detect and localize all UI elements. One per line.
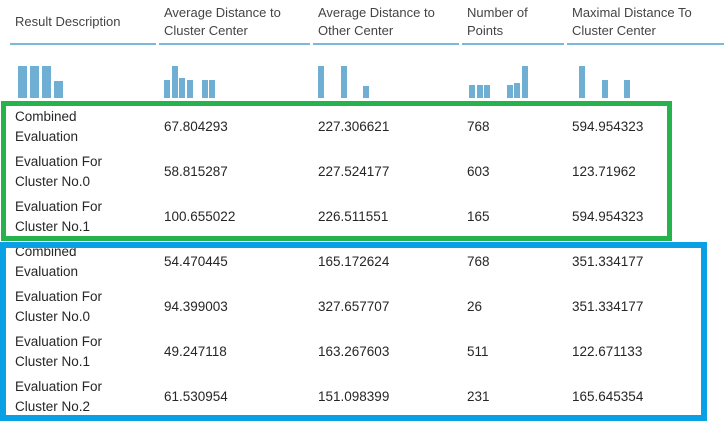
column-histogram-strip [10, 45, 727, 104]
column-header-avg-distance-other-center[interactable]: Average Distance to Other Center [313, 0, 459, 45]
cell-avg-distance-other: 227.524177 [318, 164, 390, 179]
cell-avg-distance-other: 165.172624 [318, 254, 390, 269]
histogram-number-of-points[interactable] [467, 66, 567, 98]
cell-maximal-distance: 594.954323 [572, 209, 644, 224]
column-header-avg-distance-cluster-center[interactable]: Average Distance to Cluster Center [159, 0, 310, 45]
cell-maximal-distance: 123.71962 [572, 164, 636, 179]
histogram-maximal-distance-cluster-center[interactable] [572, 66, 727, 98]
row-description: Evaluation For Cluster No.2 [15, 378, 103, 414]
row-description: Evaluation For Cluster No.0 [15, 153, 103, 189]
histogram-avg-distance-cluster-center[interactable] [164, 66, 313, 98]
table-row[interactable]: Evaluation For Cluster No.0 94.399003 32… [10, 284, 727, 329]
table-row[interactable]: Combined Evaluation 67.804293 227.306621… [10, 104, 727, 149]
cell-number-of-points: 26 [467, 299, 483, 314]
row-description: Combined Evaluation [15, 108, 79, 144]
table-row[interactable]: Evaluation For Cluster No.1 49.247118 16… [10, 329, 727, 374]
column-header-label: Average Distance to Other Center [318, 4, 435, 38]
cell-avg-distance-other: 327.657707 [318, 299, 390, 314]
cell-avg-distance-cluster: 54.470445 [164, 254, 228, 269]
table-row[interactable]: Combined Evaluation 54.470445 165.172624… [10, 239, 727, 284]
row-description: Combined Evaluation [15, 243, 79, 279]
cell-avg-distance-cluster: 49.247118 [164, 344, 227, 359]
cell-maximal-distance: 122.671133 [572, 344, 643, 359]
cell-avg-distance-cluster: 58.815287 [164, 164, 228, 179]
table-row[interactable]: Evaluation For Cluster No.0 58.815287 22… [10, 149, 727, 194]
row-description: Evaluation For Cluster No.1 [15, 333, 103, 369]
column-header-result-description[interactable]: Result Description [10, 0, 156, 45]
histogram-result-description[interactable] [15, 66, 159, 98]
column-header-maximal-distance-cluster-center[interactable]: Maximal Distance To Cluster Center [567, 0, 724, 45]
cell-number-of-points: 603 [467, 164, 490, 179]
cell-maximal-distance: 351.334177 [572, 299, 644, 314]
cell-maximal-distance: 594.954323 [572, 119, 644, 134]
cell-maximal-distance: 165.645354 [572, 389, 644, 404]
table-row[interactable]: Evaluation For Cluster No.1 100.655022 2… [10, 194, 727, 239]
column-header-label: Average Distance to Cluster Center [164, 4, 281, 38]
cell-avg-distance-other: 226.511551 [318, 209, 389, 224]
row-description: Evaluation For Cluster No.0 [15, 288, 103, 324]
column-header-label: Maximal Distance To Cluster Center [572, 4, 692, 38]
cell-avg-distance-other: 227.306621 [318, 119, 390, 134]
cell-avg-distance-cluster: 61.530954 [164, 389, 228, 404]
table-row[interactable]: Evaluation For Cluster No.2 61.530954 15… [10, 374, 727, 419]
histogram-avg-distance-other-center[interactable] [318, 66, 462, 98]
cell-number-of-points: 231 [467, 389, 490, 404]
cell-number-of-points: 511 [467, 344, 489, 359]
cell-number-of-points: 768 [467, 254, 490, 269]
column-header-label: Number of Points [467, 4, 528, 38]
row-description: Evaluation For Cluster No.1 [15, 198, 103, 234]
cell-avg-distance-cluster: 94.399003 [164, 299, 228, 314]
cell-avg-distance-cluster: 100.655022 [164, 209, 236, 224]
column-header-number-of-points[interactable]: Number of Points [462, 0, 564, 45]
cell-avg-distance-other: 163.267603 [318, 344, 390, 359]
column-header-label: Result Description [15, 13, 121, 29]
cell-maximal-distance: 351.334177 [572, 254, 644, 269]
cell-avg-distance-cluster: 67.804293 [164, 119, 228, 134]
cell-avg-distance-other: 151.098399 [318, 389, 390, 404]
cell-number-of-points: 768 [467, 119, 490, 134]
table-header: Result Description Average Distance to C… [10, 0, 727, 45]
table-body: Combined Evaluation 67.804293 227.306621… [0, 104, 727, 419]
cell-number-of-points: 165 [467, 209, 490, 224]
